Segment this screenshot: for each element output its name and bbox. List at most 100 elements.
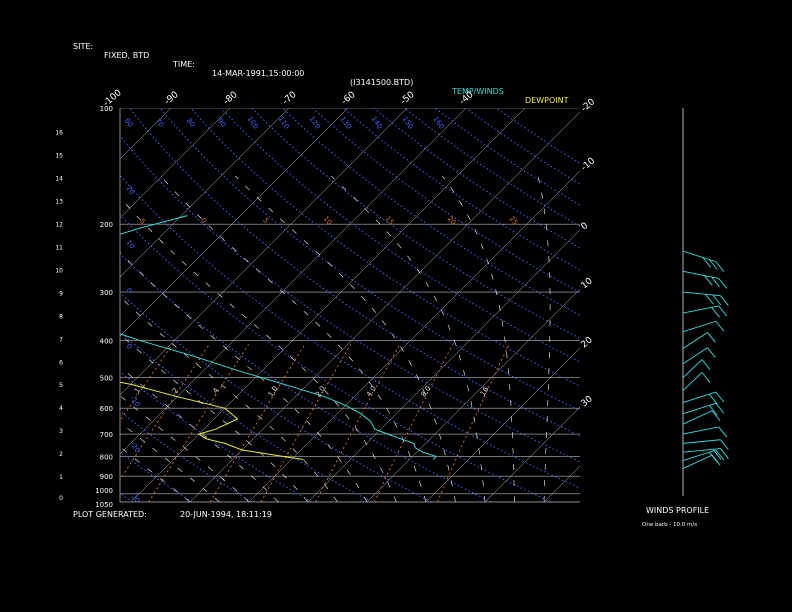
wind-barb-flag [711, 454, 721, 466]
wind-barb-flag [715, 320, 725, 332]
wind-barb-flag [707, 347, 716, 358]
mixing-ratio-line [120, 344, 173, 422]
isotherm-line [307, 229, 580, 502]
wind-barb-flag [711, 410, 721, 422]
dry-adiabat-label: 80 [185, 117, 197, 129]
mixing-ratio-label: 1.0 [267, 385, 280, 399]
dry-adiabat [281, 108, 580, 316]
dry-adiabat-label: 150 [401, 115, 415, 131]
mixing-ratio-label: 8.0 [420, 385, 433, 399]
moist-adiabat [120, 196, 397, 502]
height-tick-label: 2 [59, 451, 63, 458]
dry-adiabat [120, 213, 552, 502]
wind-barb-flag [708, 259, 718, 270]
moist-adiabat-label: -5 [136, 215, 147, 225]
mixing-ratio-label: 16 [479, 385, 491, 397]
pressure-tick-label: 200 [100, 221, 113, 229]
wind-barb-shaft [682, 449, 717, 462]
barb-note: One barb - 10.0 m/s [642, 522, 698, 528]
dry-adiabat [312, 108, 580, 293]
isotherm-line [0, 108, 53, 502]
dry-adiabat [120, 174, 580, 489]
wind-barb-shaft [682, 391, 717, 403]
isotherm-line [120, 108, 290, 278]
moist-adiabat-label: 20 [446, 215, 458, 227]
dry-adiabat [120, 292, 432, 502]
dry-adiabat-label: 60 [123, 117, 135, 129]
isotherm-line [120, 108, 172, 160]
mixing-ratio-line [436, 344, 510, 502]
wind-barb-flag [720, 448, 729, 459]
wind-barb-shaft [682, 439, 721, 444]
pressure-tick-label: 800 [100, 453, 113, 461]
dry-adiabat [120, 331, 372, 502]
pressure-tick-label: 400 [100, 337, 113, 345]
time-label: TIME: [173, 60, 195, 69]
temp-top-tick-label: -50 [399, 90, 417, 107]
temp-right-tick-label: 0 [580, 221, 591, 233]
pressure-tick-label: 1050 [95, 501, 113, 509]
dry-adiabat-label: 110 [277, 115, 291, 131]
moist-adiabat-label: 25 [508, 215, 520, 227]
labels-layer: 1002003004005006007008009001000105016151… [55, 88, 597, 509]
wind-barb-shaft [682, 426, 719, 435]
mixing-ratio-line [120, 344, 210, 481]
dry-adiabat-label: -20 [128, 441, 141, 455]
isotherm-line [0, 108, 112, 502]
moist-adiabat [120, 446, 191, 502]
wind-barb-shaft [682, 320, 717, 333]
mixing-ratio-line [373, 344, 454, 502]
dry-adiabat-label: 20 [124, 185, 136, 197]
pressure-tick-label: 300 [100, 289, 113, 297]
moist-adiabat-label: 5 [261, 216, 270, 225]
mixing-ratio-label: .4 [210, 386, 221, 397]
isotherm-line [130, 108, 526, 502]
dry-adiabat [159, 108, 580, 412]
wind-barb-flag [701, 359, 711, 370]
dewpoint-legend: DEWPOINT [525, 96, 569, 105]
height-tick-label: 11 [55, 245, 63, 252]
dry-adiabat-label: -30 [128, 491, 141, 505]
wind-barb-shaft [682, 305, 719, 314]
wind-barb-shaft [682, 291, 721, 297]
wind-barb-shaft [682, 454, 713, 469]
dry-adiabat [495, 108, 580, 164]
dry-adiabat-label: 130 [339, 115, 353, 131]
dry-adiabat-label: 100 [246, 115, 260, 131]
temp-right-tick-label: 30 [580, 394, 595, 409]
isotherm-line [120, 108, 408, 396]
pressure-tick-label: 1000 [95, 487, 113, 495]
wind-barb-shaft [682, 402, 717, 415]
wind-barb-flag [715, 449, 725, 461]
dry-adiabat-label: 90 [216, 117, 228, 129]
pressure-tick-label: 600 [100, 405, 113, 413]
mixing-ratio-label: .2 [170, 386, 180, 396]
dry-adiabat-label: 120 [308, 115, 322, 131]
wind-barb-shaft [682, 372, 703, 391]
dry-adiabat [343, 108, 580, 271]
wind-barb-flag [702, 257, 712, 268]
height-tick-label: 0 [59, 495, 63, 502]
temp-top-tick-label: -70 [281, 90, 299, 107]
wind-barb-flag [707, 332, 716, 343]
wind-barb-flag [704, 275, 713, 286]
moist-adiabat [537, 175, 551, 502]
dry-adiabat [251, 108, 580, 339]
temp-right-tick-label: -20 [580, 97, 598, 114]
temp-right-tick-label: -10 [580, 156, 598, 173]
height-tick-label: 8 [59, 313, 63, 320]
wind-barb-shaft [682, 359, 703, 379]
dry-adiabat-label: 140 [370, 115, 384, 131]
temp-top-tick-label: -40 [458, 90, 476, 107]
isotherm-line [120, 108, 231, 219]
isotherm-line [662, 108, 792, 502]
wind-barb-flag [718, 278, 728, 289]
moist-adiabat [160, 175, 427, 502]
isotherm-line [484, 406, 580, 502]
height-tick-label: 5 [59, 382, 63, 389]
mixing-ratio-line [260, 344, 351, 502]
height-tick-label: 3 [59, 428, 63, 435]
site-label: SITE: [73, 42, 94, 51]
wind-barb-shaft [682, 448, 721, 453]
